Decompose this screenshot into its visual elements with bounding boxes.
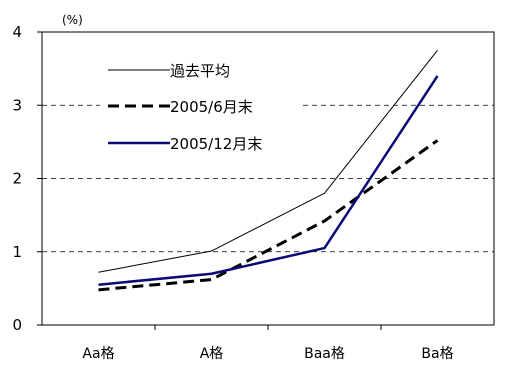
legend-label-2: 2005/12月末 xyxy=(170,135,262,153)
x-tick-label-1: A格 xyxy=(200,346,224,362)
series-line-1 xyxy=(98,139,439,292)
series-line-2 xyxy=(98,75,439,286)
series-lines xyxy=(98,50,439,292)
legend: 過去平均 2005/6月末 2005/12月末 xyxy=(100,56,300,156)
y-tick-label-1: 1 xyxy=(12,243,22,261)
x-tick-label-2: Baa格 xyxy=(304,346,345,362)
legend-label-0: 過去平均 xyxy=(170,62,230,80)
y-tick-label-4: 4 xyxy=(12,23,22,41)
series-line-0 xyxy=(98,50,438,273)
legend-label-1: 2005/6月末 xyxy=(170,98,253,116)
x-tick-label-3: Ba格 xyxy=(421,346,453,362)
y-tick-label-0: 0 xyxy=(12,316,22,334)
y-axis-ticks: 0 1 2 3 4 xyxy=(12,23,42,334)
x-axis-ticks: Aa格 A格 Baa格 Ba格 xyxy=(82,325,454,362)
y-axis-unit-label: (%) xyxy=(62,13,83,27)
y-tick-label-2: 2 xyxy=(12,170,22,188)
y-tick-label-3: 3 xyxy=(12,96,22,114)
x-tick-label-0: Aa格 xyxy=(82,346,114,362)
